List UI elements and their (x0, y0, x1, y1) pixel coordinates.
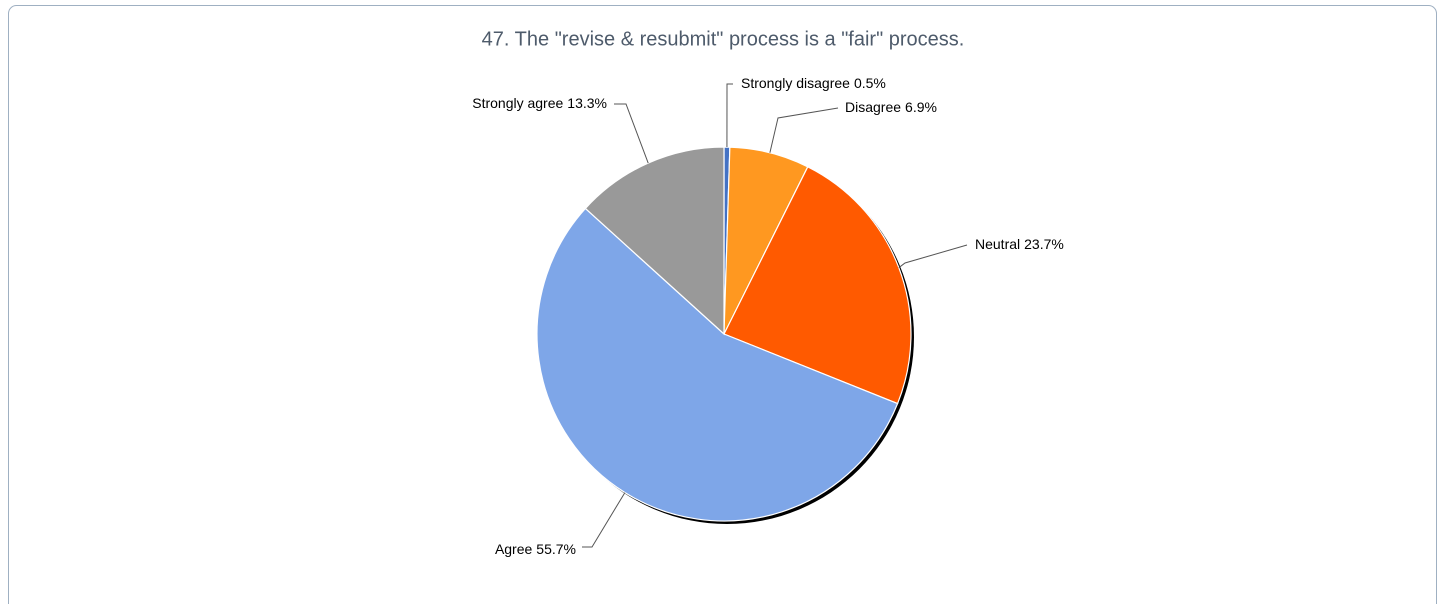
leader-line (614, 103, 649, 164)
label-category: Agree (495, 541, 533, 557)
pie-slice (723, 166, 912, 405)
pie: Strongly disagree 0.5% Disagree 6.9% Neutral… (472, 75, 1064, 557)
leader-line (898, 244, 968, 269)
data-label: Strongly agree 13.3% (472, 95, 607, 111)
chart-title: 47. The "revise & resubmit" process is a… (482, 28, 965, 50)
label-category: Disagree (845, 99, 901, 115)
label-category: Strongly agree (472, 95, 563, 111)
label-category: Neutral (975, 236, 1020, 252)
label-value: 13.3% (567, 95, 607, 111)
data-label: Agree 55.7% (495, 541, 576, 557)
data-label: Strongly disagree 0.5% (741, 75, 886, 91)
label-value: 0.5% (854, 75, 886, 91)
leader-line (582, 492, 626, 548)
data-label: Neutral 23.7% (975, 236, 1064, 252)
leader-line (769, 107, 839, 153)
label-value: 6.9% (905, 99, 937, 115)
label-value: 55.7% (536, 541, 576, 557)
label-value: 23.7% (1024, 236, 1064, 252)
leader-line (726, 83, 733, 148)
label-category: Strongly disagree (741, 75, 850, 91)
data-label: Disagree 6.9% (845, 99, 937, 115)
